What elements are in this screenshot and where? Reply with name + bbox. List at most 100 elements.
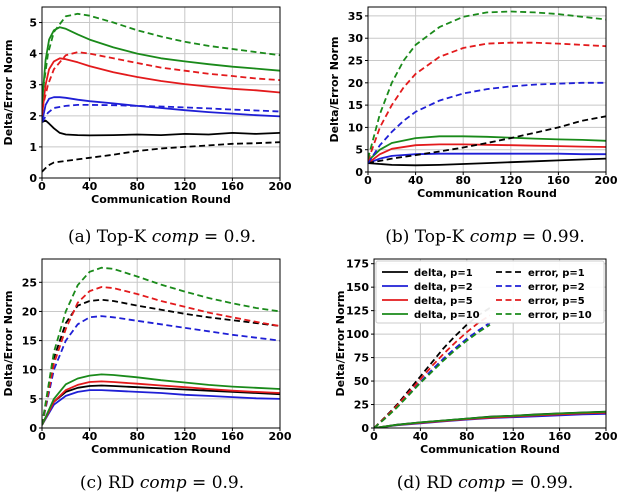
y-tick-label: 125 <box>346 305 369 318</box>
legend-label: delta, p=2 <box>414 282 473 293</box>
x-tick-label: 40 <box>82 180 98 193</box>
y-tick-label: 150 <box>346 281 369 294</box>
series-line-delta-p-2 <box>368 152 606 164</box>
legend-label: delta, p=1 <box>414 268 473 279</box>
series-line-error-p-5 <box>42 286 280 426</box>
series-line-delta-p-1 <box>368 157 606 167</box>
panel-caption: (d) RD comp = 0.99. <box>397 473 573 493</box>
y-tick-label: 30 <box>348 32 364 45</box>
series-line-error-p-2 <box>368 81 606 164</box>
series-line-delta-p-10 <box>42 373 280 426</box>
series-line-error-p-1 <box>42 141 280 173</box>
x-tick-label: 160 <box>547 174 570 187</box>
series-line-error-p-2 <box>42 104 280 123</box>
series-line-delta-p-10 <box>368 135 606 162</box>
x-tick-label: 40 <box>82 430 98 443</box>
y-tick-label: 10 <box>348 121 364 134</box>
y-tick-label: 2 <box>29 110 37 123</box>
caption-part: comp <box>140 473 187 493</box>
chart-panel-1: 0 40 80 120 160 200 0 5 10 15 20 25 30 35 Communicatio… <box>328 6 618 247</box>
y-tick-label: 15 <box>22 335 37 348</box>
x-tick-label: 0 <box>38 430 46 443</box>
y-tick-label: 15 <box>348 99 363 112</box>
y-tick-label: 75 <box>354 352 369 365</box>
legend-label: error, p=2 <box>528 282 585 293</box>
y-tick-label: 20 <box>348 77 364 90</box>
caption-part: = 0.99. <box>517 227 585 247</box>
x-tick-label: 160 <box>221 430 244 443</box>
legend-label: delta, p=5 <box>414 296 473 307</box>
plot-frame <box>41 258 281 429</box>
y-tick-label: 50 <box>354 375 370 388</box>
legend: delta, p=1 delta, p=2 delta, p=5 delta, p=1… <box>375 260 605 324</box>
x-axis-label: Communication Round <box>420 443 560 456</box>
x-axis-label: Communication Round <box>91 193 231 206</box>
y-tick-label: 20 <box>22 305 38 318</box>
caption-part: = 0.9. <box>187 473 245 493</box>
x-tick-label: 120 <box>502 430 525 443</box>
x-tick-label: 120 <box>173 430 196 443</box>
legend-label: error, p=10 <box>528 310 592 321</box>
series-line-delta-p-10 <box>374 411 606 428</box>
series-line-error-p-10 <box>42 266 280 426</box>
series-line-error-p-1 <box>42 298 280 426</box>
x-tick-label: 200 <box>269 180 292 193</box>
x-tick-label: 80 <box>130 430 146 443</box>
series-line-delta-p-2 <box>42 389 280 426</box>
y-tick-label: 175 <box>346 258 369 271</box>
plot-frame <box>41 6 281 179</box>
y-tick-label: 25 <box>348 55 363 68</box>
x-tick-label: 0 <box>370 430 378 443</box>
legend-label: error, p=5 <box>528 296 585 307</box>
y-axis-label: Delta/Error Norm <box>328 37 341 143</box>
x-tick-label: 160 <box>221 180 244 193</box>
caption-part: comp <box>152 227 199 247</box>
y-tick-label: 0 <box>355 166 363 179</box>
y-tick-label: 4 <box>29 48 37 61</box>
series-group <box>374 307 606 428</box>
panel-caption: (b) Top-K comp = 0.99. <box>385 227 585 247</box>
legend-label: error, p=1 <box>528 268 585 279</box>
y-axis-label: Delta/Error Norm <box>334 291 347 397</box>
y-tick-label: 1 <box>29 141 37 154</box>
y-axis-label: Delta/Error Norm <box>2 291 15 397</box>
x-tick-label: 200 <box>269 430 292 443</box>
y-tick-label: 5 <box>29 17 37 30</box>
caption-part: (c) RD <box>80 473 140 493</box>
caption-part: = 0.9. <box>199 227 257 247</box>
series-line-error-p-5 <box>368 41 606 162</box>
x-tick-label: 200 <box>595 174 618 187</box>
caption-part: (d) RD <box>397 473 458 493</box>
x-tick-label: 200 <box>595 430 618 443</box>
chart-panel-0: 0 40 80 120 160 200 0 1 2 3 4 5 Communication Round D… <box>2 6 292 247</box>
chart-panel-2: 0 40 80 120 160 200 0 5 10 15 20 25 Communication Ro… <box>2 258 292 493</box>
series-line-error-p-10 <box>42 12 280 98</box>
caption-part: comp <box>470 227 517 247</box>
x-tick-label: 40 <box>408 174 424 187</box>
y-tick-label: 5 <box>29 393 37 406</box>
x-tick-label: 0 <box>38 180 46 193</box>
series-line-delta-p-5 <box>42 57 280 116</box>
caption-part: comp <box>458 473 505 493</box>
series-line-delta-p-10 <box>42 26 280 104</box>
y-tick-label: 0 <box>29 172 37 185</box>
chart-panel-3: 0 40 80 120 160 200 0 25 50 75 100 125 150 175 Communi… <box>334 258 618 493</box>
series-line-delta-p-1 <box>42 119 280 137</box>
panel-caption: (a) Top-K comp = 0.9. <box>68 227 256 247</box>
series-line-error-p-10 <box>374 323 491 428</box>
y-tick-label: 25 <box>22 276 37 289</box>
series-line-error-p-10 <box>368 10 606 159</box>
series-line-error-p-2 <box>42 315 280 426</box>
series-line-error-p-1 <box>374 307 491 428</box>
caption-part: (b) Top-K <box>385 227 470 247</box>
y-tick-label: 0 <box>29 422 37 435</box>
x-axis-label: Communication Round <box>91 443 231 456</box>
legend-label: delta, p=10 <box>414 310 480 321</box>
series-group <box>42 266 280 426</box>
series-group <box>42 12 280 173</box>
x-tick-label: 120 <box>173 180 196 193</box>
plot-frame <box>373 258 607 429</box>
series-line-error-p-5 <box>374 314 491 428</box>
y-tick-label: 0 <box>361 422 369 435</box>
